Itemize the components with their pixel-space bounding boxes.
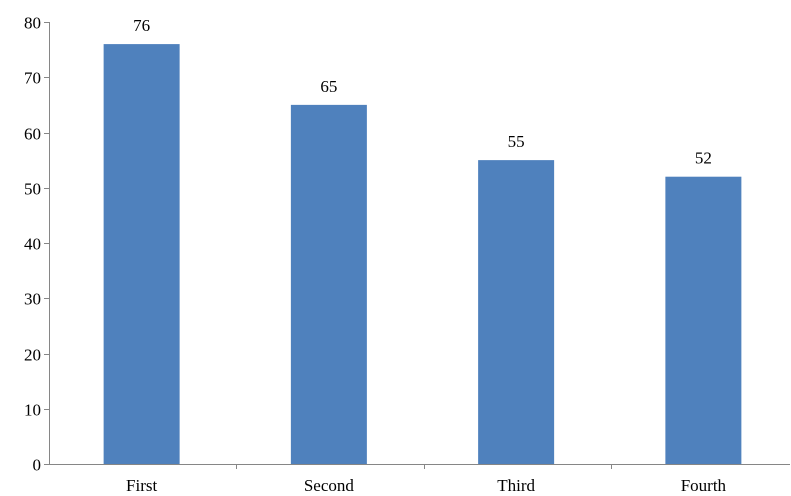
bar-first xyxy=(103,44,180,464)
bar-fourth xyxy=(665,176,742,464)
x-axis-labels: First Second Third Fourth xyxy=(126,476,727,495)
y-tick-label: 20 xyxy=(24,346,41,365)
x-category-label: Third xyxy=(497,476,535,495)
data-labels: 76 65 55 52 xyxy=(133,16,712,168)
y-tick-label: 50 xyxy=(24,180,41,199)
bar-second xyxy=(290,104,367,464)
data-label: 52 xyxy=(695,149,712,168)
y-tick-label: 10 xyxy=(24,401,41,420)
y-tick-label: 40 xyxy=(24,235,41,254)
bar-third xyxy=(478,160,555,464)
data-label: 55 xyxy=(508,132,525,151)
y-tick-label: 0 xyxy=(33,456,42,475)
data-label: 76 xyxy=(133,16,150,35)
y-tick-label: 30 xyxy=(24,290,41,309)
y-tick-label: 70 xyxy=(24,69,41,88)
y-tick-label: 80 xyxy=(24,14,41,33)
y-tick-label: 60 xyxy=(24,125,41,144)
bars xyxy=(103,44,742,464)
y-axis-ticks: 0 10 20 30 40 50 60 70 80 xyxy=(24,14,49,475)
x-category-label: Second xyxy=(304,476,355,495)
x-category-label: Fourth xyxy=(681,476,727,495)
data-label: 65 xyxy=(320,77,337,96)
x-category-label: First xyxy=(126,476,157,495)
